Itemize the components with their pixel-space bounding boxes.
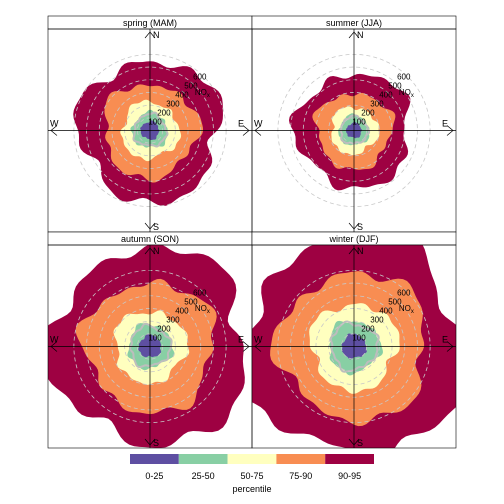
arrow-e xyxy=(242,125,250,136)
radial-tick-label: 200 xyxy=(157,325,171,334)
dir-label-n: N xyxy=(153,30,160,40)
legend-swatch-0-25 xyxy=(130,454,179,464)
dir-label-w: W xyxy=(50,119,59,129)
arrow-w xyxy=(254,125,262,136)
dir-label-w: W xyxy=(254,335,263,345)
legend-swatch-25-50 xyxy=(178,454,228,464)
radial-tick-label: 100 xyxy=(148,118,162,127)
radial-tick-label: 600 xyxy=(397,73,411,82)
dir-label-s: S xyxy=(357,438,363,448)
radial-tick-label: 400 xyxy=(175,91,189,100)
arrow-n xyxy=(348,31,360,39)
dir-label-n: N xyxy=(357,246,364,256)
legend-label: 50-75 xyxy=(240,471,263,481)
radial-tick-label: 600 xyxy=(193,289,207,298)
arrow-s xyxy=(144,438,156,446)
radial-unit-label: NOx xyxy=(195,304,210,315)
arrow-s xyxy=(348,222,360,230)
dir-label-e: E xyxy=(442,335,448,345)
legend-label: 90-95 xyxy=(338,471,361,481)
dir-label-n: N xyxy=(357,30,364,40)
panel-plot xyxy=(252,245,456,448)
radial-tick-label: 300 xyxy=(370,100,384,109)
panel-plot xyxy=(48,29,252,232)
panel-title: winter (DJF) xyxy=(329,234,379,244)
radial-tick-label: 200 xyxy=(361,109,375,118)
radial-tick-label: 600 xyxy=(193,73,207,82)
legend-label: 75-90 xyxy=(289,471,312,481)
legend-label: 25-50 xyxy=(192,471,215,481)
arrow-n xyxy=(144,31,156,39)
radial-tick-label: 100 xyxy=(352,118,366,127)
radial-tick-label: 400 xyxy=(175,307,189,316)
radial-tick-label: 500 xyxy=(388,298,402,307)
arrow-w xyxy=(50,341,58,352)
radial-unit-label: NOx xyxy=(399,304,414,315)
panel-plot xyxy=(48,245,252,448)
legend-swatch-90-95 xyxy=(325,454,374,464)
radial-tick-label: 500 xyxy=(388,82,402,91)
radial-tick-label: 100 xyxy=(148,334,162,343)
panel-title: autumn (SON) xyxy=(121,234,179,244)
arrow-s xyxy=(348,438,360,446)
dir-label-s: S xyxy=(357,222,363,232)
arrow-e xyxy=(446,125,454,136)
legend-swatch-75-90 xyxy=(276,454,326,464)
panel-border xyxy=(251,244,457,449)
arrow-n xyxy=(144,247,156,255)
dir-label-s: S xyxy=(153,438,159,448)
radial-tick-label: 200 xyxy=(157,109,171,118)
arrow-e xyxy=(446,341,454,352)
legend-title: percentile xyxy=(232,484,271,494)
dir-label-e: E xyxy=(238,335,244,345)
radial-unit-label: NOx xyxy=(399,88,414,99)
panel-plot xyxy=(252,29,456,232)
radial-tick-label: 100 xyxy=(352,334,366,343)
legend: percentile 0-25 25-50 50-75 75-90 90-95 xyxy=(130,454,374,494)
legend-label: 0-25 xyxy=(145,471,163,481)
arrow-w xyxy=(50,125,58,136)
legend-swatch-50-75 xyxy=(227,454,277,464)
dir-label-n: N xyxy=(153,246,160,256)
dir-label-w: W xyxy=(50,335,59,345)
radial-tick-label: 200 xyxy=(361,325,375,334)
dir-label-s: S xyxy=(153,222,159,232)
radial-tick-label: 300 xyxy=(370,316,384,325)
radial-tick-label: 500 xyxy=(184,298,198,307)
panel-title: spring (MAM) xyxy=(123,18,177,28)
radial-unit-label: NOx xyxy=(195,88,210,99)
panel-title: summer (JJA) xyxy=(326,18,382,28)
radial-tick-label: 300 xyxy=(166,100,180,109)
dir-label-e: E xyxy=(442,119,448,129)
arrow-w xyxy=(254,341,262,352)
radial-tick-label: 300 xyxy=(166,316,180,325)
dir-label-w: W xyxy=(254,119,263,129)
radial-tick-label: 400 xyxy=(379,91,393,100)
arrow-e xyxy=(242,341,250,352)
arrow-n xyxy=(348,247,360,255)
arrow-s xyxy=(144,222,156,230)
dir-label-e: E xyxy=(238,119,244,129)
radial-tick-label: 600 xyxy=(397,289,411,298)
radial-tick-label: 500 xyxy=(184,82,198,91)
radial-tick-label: 400 xyxy=(379,307,393,316)
